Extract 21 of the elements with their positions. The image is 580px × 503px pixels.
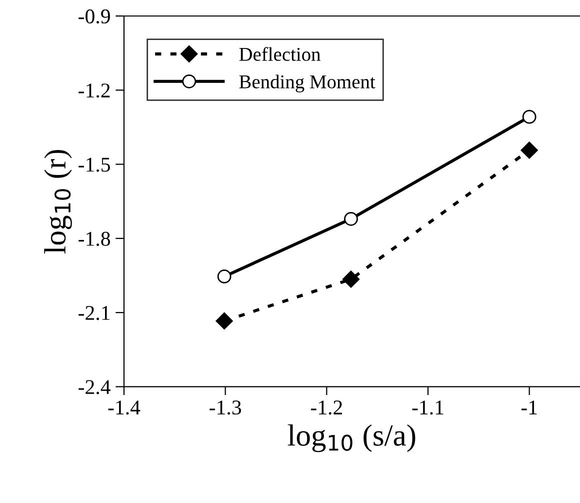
x-tick-label: -1.4	[108, 400, 140, 415]
point	[520, 142, 538, 159]
y-tick-label: -0.9	[78, 9, 110, 24]
y-tick-label: -1.8	[78, 232, 110, 246]
point	[344, 212, 358, 226]
y-tick-label: -2.1	[78, 306, 110, 320]
point	[342, 270, 360, 288]
y-tick-label: -1.5	[78, 158, 110, 172]
x-tick-label: -1.1	[412, 400, 444, 415]
legend-label: Bending Moment	[239, 74, 376, 92]
x-tick-label: -1.2	[310, 400, 342, 415]
x-tick-label: -1.3	[210, 400, 242, 415]
legend-label: Deflection	[239, 47, 320, 61]
y-tick-label: -2.4	[78, 380, 110, 394]
y-tick-label: -1.2	[78, 84, 110, 98]
x-axis-title: log$_{10}$ (s/a)	[288, 424, 416, 452]
point	[522, 110, 536, 124]
x-tick-label: -1	[521, 400, 537, 414]
y-axis-title: log$_{10}$ (r)	[44, 150, 72, 254]
point	[216, 312, 233, 330]
point	[217, 270, 232, 284]
